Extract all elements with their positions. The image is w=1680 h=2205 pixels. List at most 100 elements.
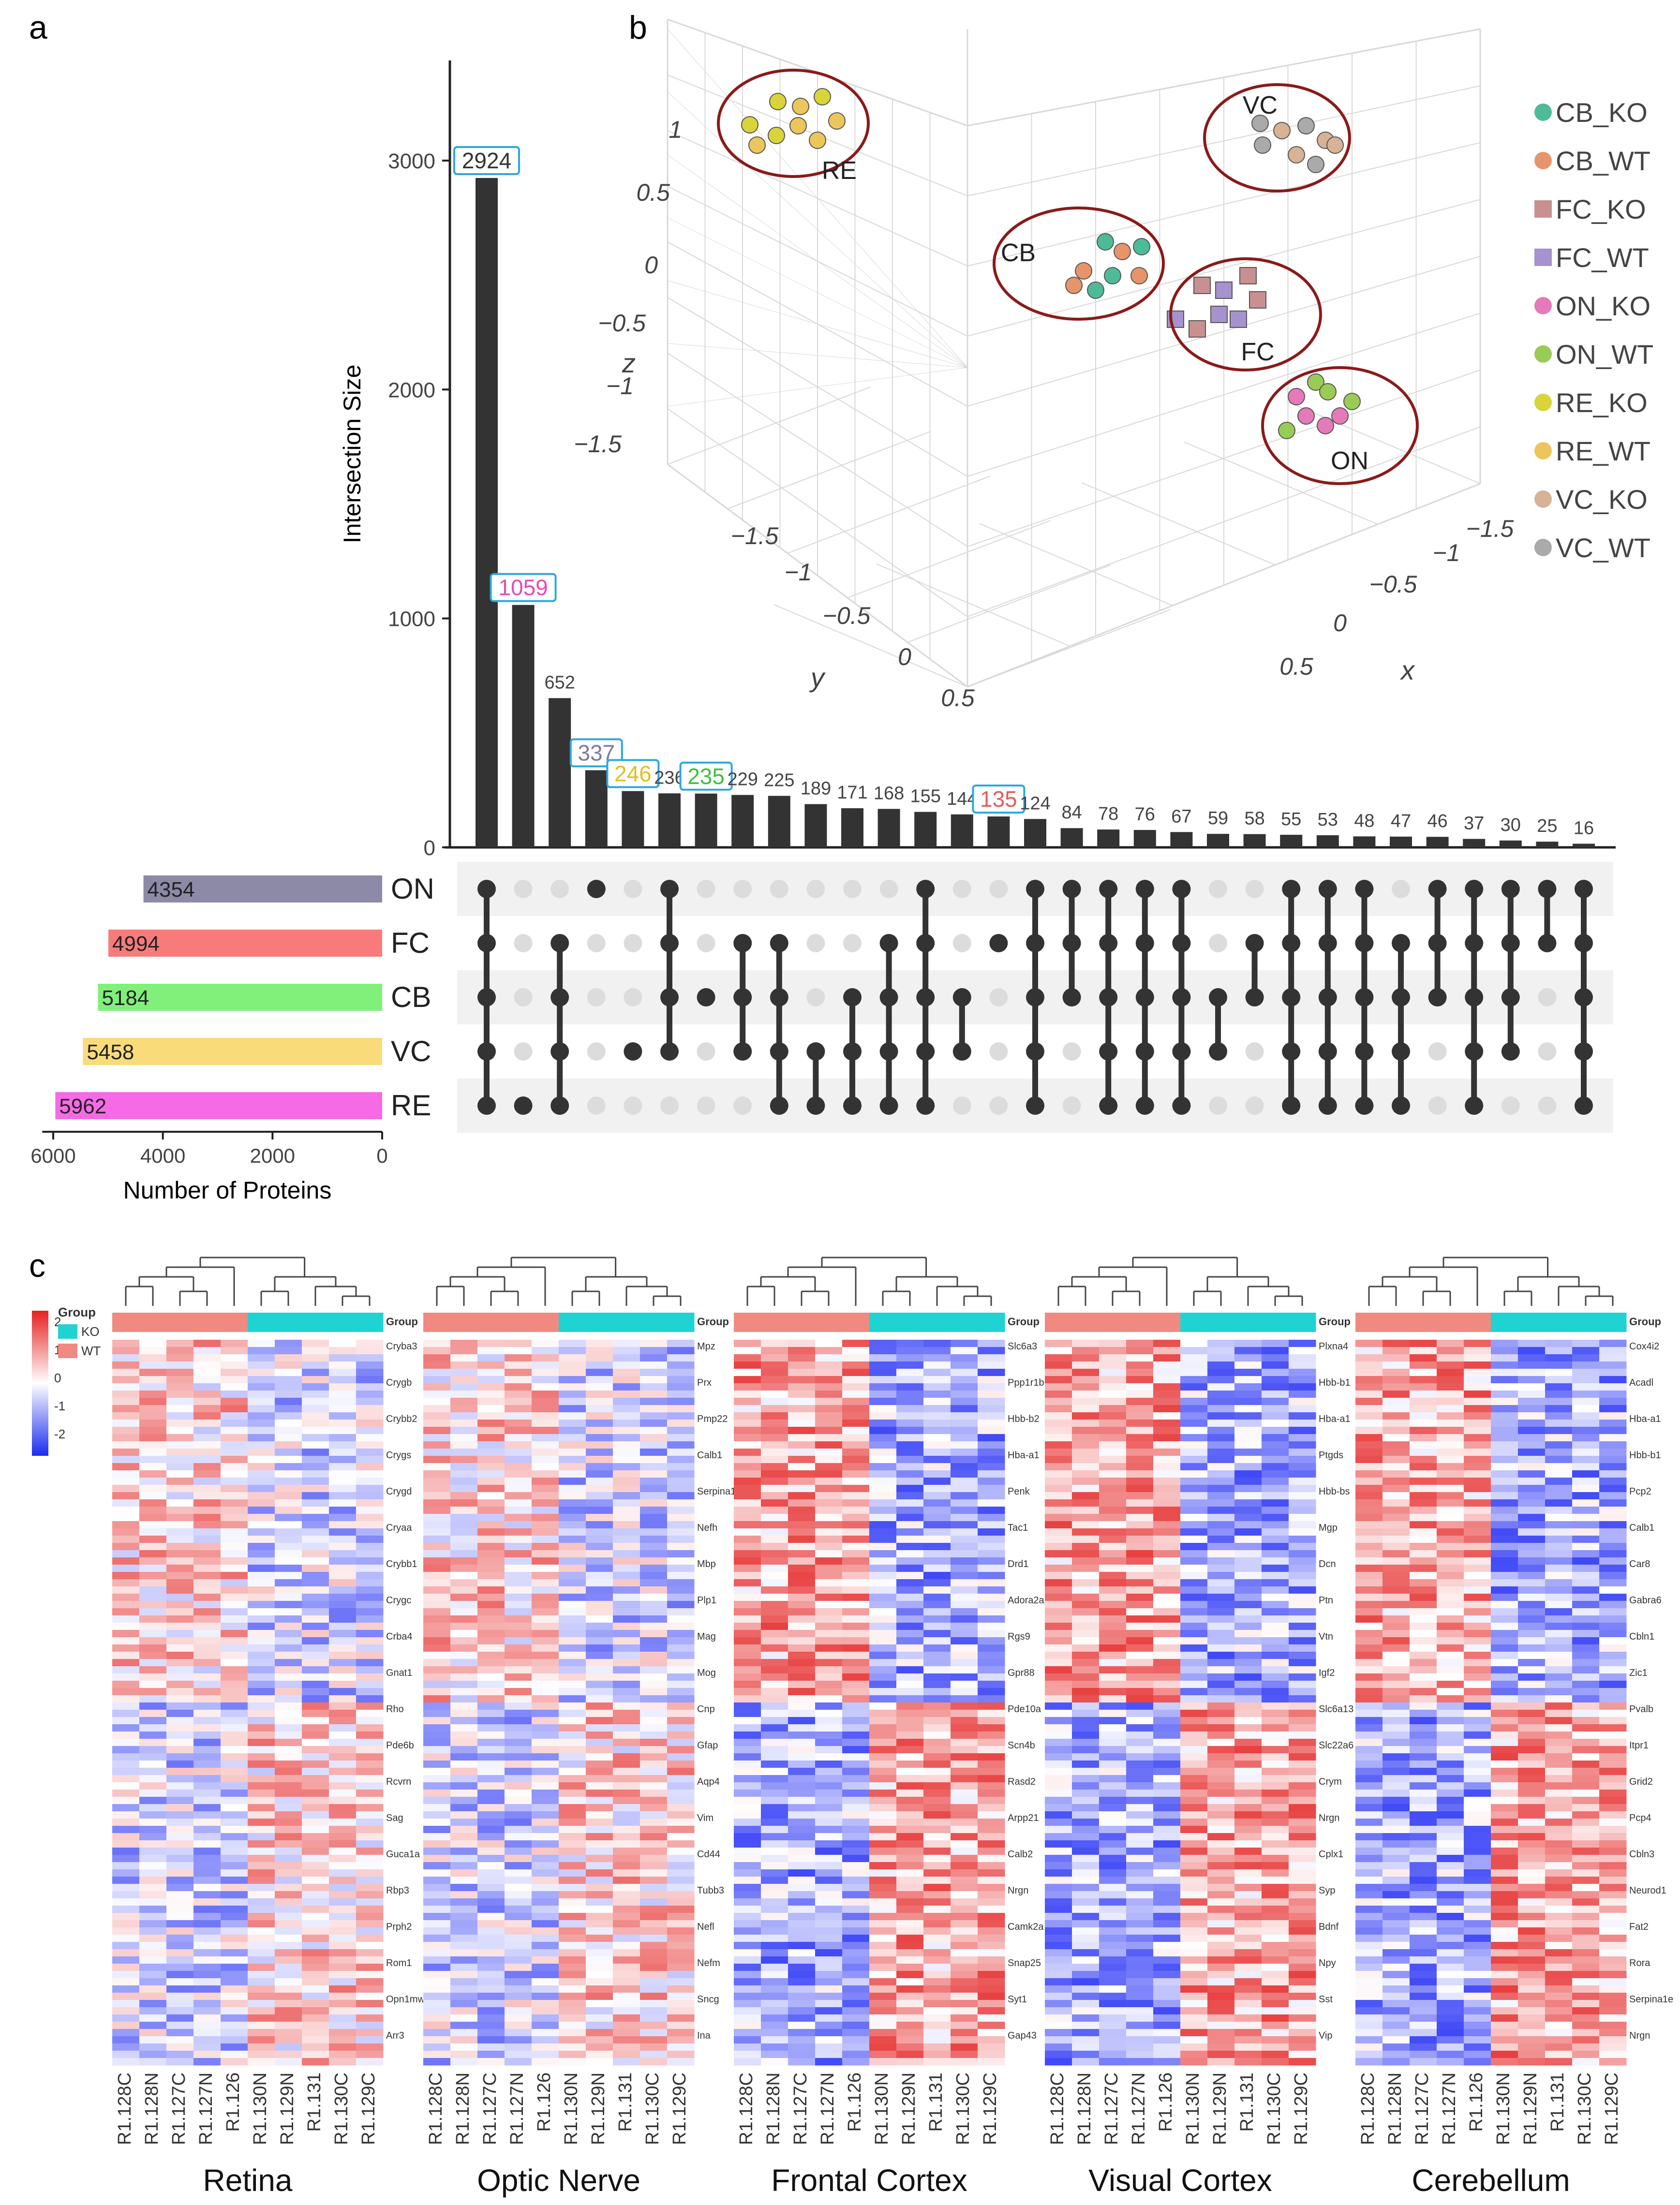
heatmap-cell (302, 2051, 329, 2058)
heatmap-cell (923, 1826, 951, 1834)
heatmap-cell (1437, 1420, 1464, 1427)
heatmap-cell (667, 1485, 695, 1493)
heatmap-cell (1437, 1354, 1464, 1362)
heatmap-cell (842, 1623, 870, 1630)
heatmap-cell (275, 1608, 302, 1616)
heatmap-cell (1207, 1412, 1235, 1420)
heatmap-cell (329, 1688, 357, 1696)
heatmap-cell (275, 1862, 302, 1870)
heatmap-cell (896, 1579, 924, 1587)
heatmap-cell (1180, 1826, 1208, 1834)
heatmap-cell (761, 1848, 788, 1855)
heatmap-cell (505, 2000, 532, 2008)
heatmap-cell (302, 1594, 329, 1601)
heatmap-cell (734, 1935, 761, 1942)
heatmap-cell (1207, 1891, 1235, 1899)
heatmap-cell (1599, 1391, 1627, 1398)
heatmap-cell (1072, 1463, 1100, 1471)
heatmap-cell (477, 1993, 505, 2000)
heatmap-cell (1153, 1746, 1181, 1754)
heatmap-cell (450, 1862, 478, 1870)
heatmap-cell (1289, 1601, 1316, 1609)
bar-value-label: 235 (687, 764, 725, 789)
heatmap-cell (112, 1623, 140, 1630)
heatmap-cell (1464, 1340, 1491, 1347)
heatmap-cell (275, 1630, 302, 1638)
heatmap-cell (1518, 1383, 1546, 1391)
heatmap-cell (613, 1862, 640, 1870)
heatmap-cell (640, 1565, 668, 1572)
heatmap-cell (1099, 1398, 1127, 1406)
heatmap-cell (1234, 1949, 1262, 1957)
heatmap-cell (734, 1797, 761, 1805)
heatmap-cell (761, 1383, 788, 1391)
heatmap-cell (613, 1993, 640, 2000)
heatmap-cell (1099, 1463, 1127, 1471)
heatmap-cell (640, 1543, 668, 1551)
heatmap-cell (329, 1405, 357, 1413)
heatmap-cell (1289, 2022, 1316, 2029)
heatmap-cell (139, 1608, 167, 1616)
heatmap-cell (734, 2058, 761, 2066)
heatmap-cell (139, 1688, 167, 1696)
heatmap-cell (667, 2000, 695, 2008)
heatmap-cell (193, 1942, 221, 1950)
matrix-dot-inactive (514, 880, 533, 898)
pca-point-square (1189, 320, 1206, 338)
heatmap-cell (815, 1412, 843, 1420)
heatmap-cell (761, 1811, 788, 1819)
matrix-dot-inactive (624, 880, 642, 898)
heatmap-cell (275, 1949, 302, 1957)
heatmap-cell (559, 1383, 586, 1391)
y-tick-label: 0 (898, 643, 911, 670)
heatmap-cell (1180, 2043, 1208, 2051)
heatmap-cell (761, 2036, 788, 2044)
heatmap-cell (166, 1898, 194, 1906)
heatmap-cell (329, 2043, 357, 2051)
matrix-dot-active (550, 1096, 569, 1115)
heatmap-cell (1153, 1688, 1181, 1696)
matrix-dot-active (770, 988, 788, 1006)
heatmap-cell (356, 1935, 384, 1942)
heatmap-cell (221, 1797, 248, 1805)
sample-label: R1.129C (669, 2072, 690, 2145)
heatmap-cell (1180, 1768, 1208, 1776)
heatmap-cell (978, 1695, 1005, 1703)
sample-label: R1.128N (453, 2072, 473, 2145)
group-legend-swatch (58, 1344, 77, 1358)
heatmap-cell (1207, 1376, 1235, 1384)
heatmap-cell (248, 1978, 275, 1986)
heatmap-cell (640, 1405, 668, 1413)
pca-point (814, 88, 831, 105)
heatmap-cell (1153, 1485, 1181, 1493)
heatmap-cell (896, 1637, 924, 1645)
heatmap-cell (1234, 1354, 1262, 1362)
heatmap-cell (613, 1608, 640, 1616)
bar-value-label: 53 (1318, 810, 1338, 830)
heatmap-cell (788, 1507, 816, 1514)
heatmap-cell (896, 1594, 924, 1601)
heatmap-cell (1518, 1412, 1546, 1420)
matrix-dot-active (550, 934, 569, 952)
heatmap-cell (477, 1507, 505, 1514)
heatmap-cell (193, 2043, 221, 2051)
heatmap-cell (450, 1361, 478, 1369)
heatmap-cell (450, 2014, 478, 2022)
gene-label: Plp1 (697, 1595, 716, 1606)
heatmap-cell (1599, 1361, 1627, 1369)
heatmap-cell (842, 1826, 870, 1834)
heatmap-cell (1126, 1521, 1154, 1529)
heatmap-cell (1383, 1470, 1410, 1478)
heatmap-cell (275, 1848, 302, 1855)
heatmap-cell (302, 1536, 329, 1543)
heatmap-cell (1262, 1731, 1289, 1739)
heatmap-cell (221, 2029, 248, 2037)
grid-line (727, 431, 931, 509)
heatmap-cell (356, 1572, 384, 1580)
heatmap-cell (1099, 1543, 1127, 1551)
heatmap-cell (761, 1761, 788, 1768)
heatmap-cell (302, 1507, 329, 1514)
heatmap-cell (640, 1855, 668, 1863)
heatmap-cell (1518, 1456, 1546, 1464)
heatmap-cell (734, 1391, 761, 1398)
